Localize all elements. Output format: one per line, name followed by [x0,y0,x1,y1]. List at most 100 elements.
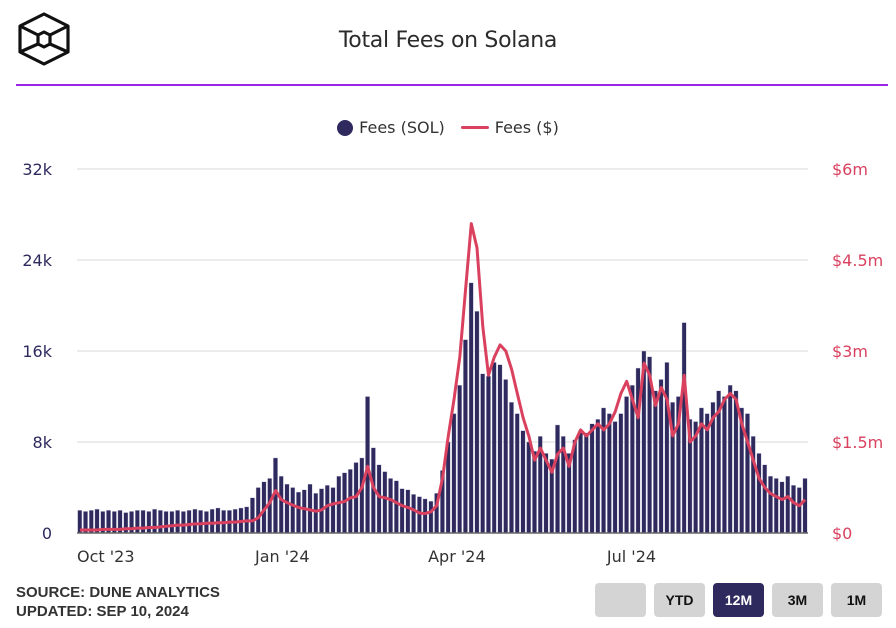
bar-fees-sol [192,508,198,534]
bar-fees-sol [186,510,192,534]
bar-fees-sol [796,487,802,534]
chart-legend: Fees (SOL) Fees ($) [0,118,896,137]
bar-fees-sol [146,511,152,534]
updated-text: UPDATED: SEP 10, 2024 [16,603,189,620]
y-right-tick-label: $1.5m [832,433,883,452]
bar-fees-sol [376,464,382,534]
bar-fees-sol [399,488,405,534]
bar-fees-sol [618,413,624,534]
bar-fees-sol [768,475,773,534]
range-button-ytd[interactable]: YTD [654,583,705,617]
range-button-3m[interactable]: 3M [772,583,823,617]
range-button-1m[interactable]: 1M [831,583,882,617]
chart-title: Total Fees on Solana [338,28,558,53]
bar-fees-sol [532,450,537,534]
x-tick-label: Jul '24 [606,547,656,566]
bar-fees-sol [428,500,434,534]
y-right-tick-label: $3m [832,342,868,361]
y-left-tick-label: 16k [22,342,52,361]
bar-fees-sol [411,494,416,534]
bar-fees-sol [301,489,307,534]
bar-fees-sol [509,401,514,534]
bar-fees-sol [491,362,497,534]
bar-fees-sol [756,453,762,534]
bar-fees-sol [157,510,163,534]
bar-fees-sol [169,511,175,534]
bar-fees-sol [347,469,353,534]
source-note: SOURCE: DUNE ANALYTICS UPDATED: SEP 10, … [16,583,220,621]
bar-fees-sol [284,483,290,534]
bar-fees-sol [215,507,221,534]
bar-fees-sol [624,396,629,534]
y-right-tick-label: $4.5m [832,251,883,270]
legend-item-fees-usd[interactable]: Fees ($) [455,118,559,137]
bar-fees-sol [468,282,474,534]
bar-fees-sol [163,511,169,534]
bar-fees-sol [480,373,486,534]
y-right-tick-label: $0 [832,524,852,543]
legend-line-icon [460,126,489,129]
range-button-blank[interactable] [595,583,646,617]
bar-fees-sol [722,396,727,534]
bar-fees-sol [255,487,261,534]
bar-fees-sol [664,362,670,534]
bar-fees-sol [595,419,601,534]
y-left-tick-label: 32k [22,160,52,179]
bar-fees-sol [393,480,399,534]
y-right-tick-label: $6m [832,160,868,179]
bar-fees-sol [422,498,428,534]
y-left-tick-label: 24k [22,251,52,270]
bar-fees-sol [416,496,422,534]
bar-fees-sol [785,475,791,534]
bar-fees-sol [330,487,336,534]
bar-fees-sol [762,464,768,534]
bar-fees-sol [555,424,560,534]
bar-fees-sol [451,413,457,534]
bar-fees-sol [802,478,808,534]
x-tick-label: Oct '23 [77,547,135,566]
bar-fees-sol [658,379,664,534]
bar-fees-sol [290,487,296,534]
bar-fees-sol [359,457,365,534]
range-selector: YTD 12M 3M 1M [595,583,882,617]
bar-fees-sol [681,322,687,534]
source-text: SOURCE: DUNE ANALYTICS [16,584,220,601]
legend-dot-icon [337,119,354,136]
bar-fees-sol [388,478,393,534]
bar-fees-sol [278,475,284,534]
bar-fees-sol [181,511,186,534]
bar-fees-sol [405,489,411,534]
fees-chart: 0 $0 8k $1.5m 16k $3m 24k $4.5m 32k $6m Oct '23 Jan… [22,160,883,566]
legend-item-fees-sol[interactable]: Fees (SOL) [337,118,445,137]
bar-fees-sol [474,310,480,534]
x-tick-label: Jan '24 [254,547,310,566]
bar-fees-sol [175,510,181,534]
line-fees-usd [79,222,807,532]
legend-label-usd: Fees ($) [494,118,559,137]
bar-fees-sol [745,413,750,534]
bar-fees-sol [296,491,301,534]
bar-fees-sol [606,413,612,534]
bar-fees-sol [773,478,779,534]
bar-fees-sol [486,375,491,534]
range-button-12m[interactable]: 12M [713,583,764,617]
bar-fees-sol [209,508,215,534]
bar-fees-sol [578,430,583,534]
bar-fees-sol [520,430,526,534]
bar-fees-sol [250,497,255,534]
y-left-tick-label: 8k [33,433,53,452]
bar-fees-sol [583,432,589,534]
bar-fees-sol [198,510,204,534]
bar-fees-sol [704,413,710,534]
bar-fees-sol [497,364,503,534]
header-divider [16,84,888,86]
cube-logo-icon [18,12,70,66]
bar-fees-sol [152,508,157,534]
bar-fees-sol [791,485,796,534]
bar-fees-sol [733,390,739,534]
bar-fees-sol [589,423,595,534]
bar-fees-sol [514,413,520,534]
bar-fees-sol [779,481,785,534]
bar-fees-sol [612,421,618,534]
y-left-tick-label: 0 [42,524,52,543]
